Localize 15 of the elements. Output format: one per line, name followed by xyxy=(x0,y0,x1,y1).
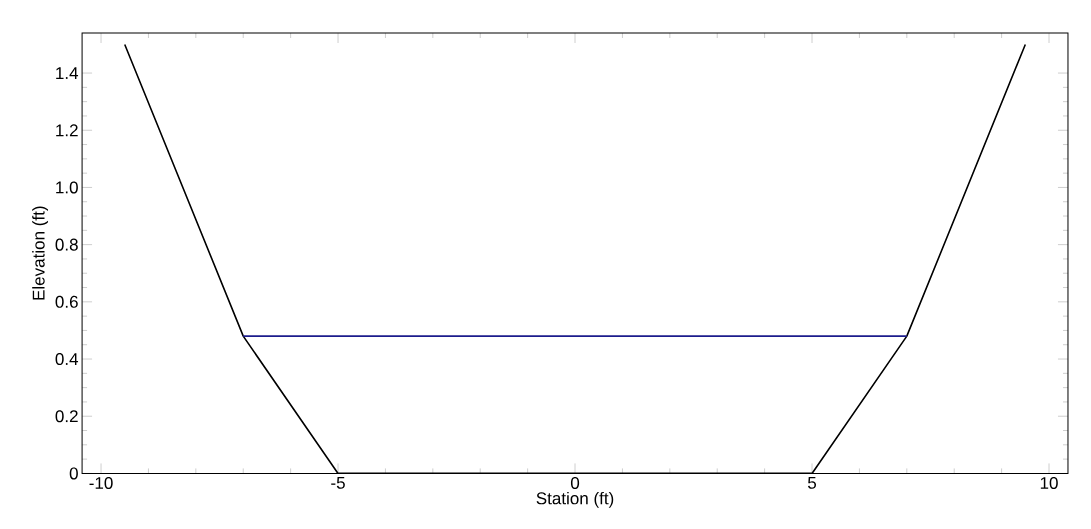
y-tick-label: 0.8 xyxy=(55,238,78,251)
y-tick-label: 1.2 xyxy=(56,124,78,136)
x-tick-label: -10 xyxy=(89,476,113,489)
x-tick-label: 5 xyxy=(807,476,817,489)
y-tick-label: 0.6 xyxy=(55,295,78,308)
y-tick-label: 1.4 xyxy=(56,66,79,79)
y-axis-title: Elevation (ft) xyxy=(32,206,49,300)
x-tick-label: -5 xyxy=(331,476,345,489)
y-tick-label: 0 xyxy=(69,467,78,480)
y-tick-label: 0.4 xyxy=(55,352,79,365)
y-tick-label: 0.2 xyxy=(55,409,78,423)
y-tick-label: 1.0 xyxy=(56,181,78,194)
x-axis-title: Station (ft) xyxy=(536,491,614,508)
x-tick-label: 10 xyxy=(1040,476,1058,489)
x-tick-label: 0 xyxy=(570,476,580,489)
